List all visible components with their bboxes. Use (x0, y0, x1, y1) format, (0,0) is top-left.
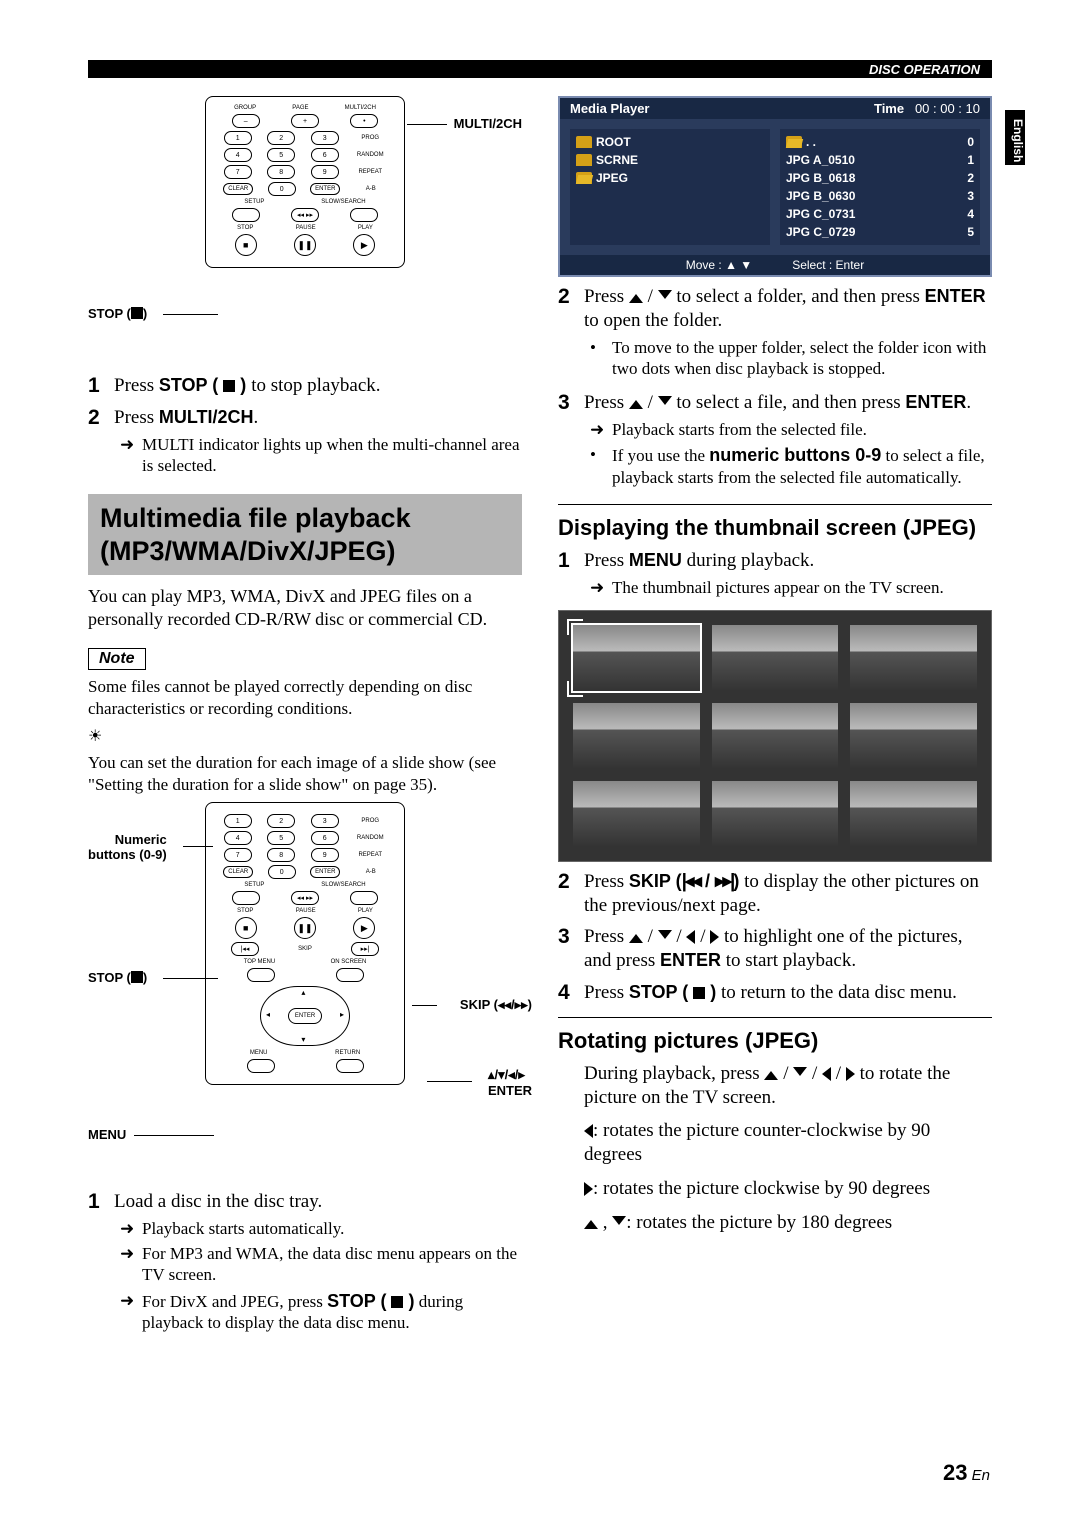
callout-numeric: Numericbuttons (0-9) (88, 832, 167, 862)
thumbnail (850, 625, 977, 691)
note-text: Some files cannot be played correctly de… (88, 676, 522, 720)
callout-stop: STOP () (88, 306, 147, 321)
thumbnail-grid (558, 610, 992, 862)
callout-skip: SKIP (◂◂/▸▸) (460, 997, 532, 1013)
callout-arrows-enter: ▴/▾/◂/▸ENTER (488, 1067, 532, 1098)
callout-multi2ch: MULTI/2CH (454, 116, 522, 131)
folder-icon (576, 154, 592, 166)
page-number: 23 En (943, 1460, 990, 1486)
left-column: GROUPPAGEMULTI/2CH –+• 123PROG 456RANDOM… (88, 96, 522, 1396)
mp-footer: Move : ▲ ▼Select : Enter (560, 255, 990, 275)
thumbnail (712, 625, 839, 691)
step-t4-stop: 4 Press STOP ( ) to return to the data d… (558, 981, 992, 1005)
remote-outline-b: 123PROG 456RANDOM 789REPEAT CLEAR0ENTERA… (205, 802, 405, 1085)
header-tag: DISC OPERATION (869, 62, 980, 77)
header-bar: DISC OPERATION (88, 60, 992, 78)
thumbnail (850, 703, 977, 769)
media-player-screen: Media Player Time 00 : 00 : 10 ROOT SCRN… (558, 96, 992, 277)
section-title-multimedia: Multimedia file playback (MP3/WMA/DivX/J… (88, 494, 522, 575)
thumbnail (712, 781, 839, 847)
manual-page: DISC OPERATION English GROUPPAGEMULTI/2C… (0, 0, 1080, 1526)
remote-diagram-a: GROUPPAGEMULTI/2CH –+• 123PROG 456RANDOM… (88, 96, 522, 366)
step-t3-highlight: 3 Press / / / to highlight one of the pi… (558, 925, 992, 973)
note-label: Note (88, 648, 146, 670)
mp-header: Media Player Time 00 : 00 : 10 (560, 98, 990, 119)
step-1-stop: 1 Press STOP ( ) to stop playback. (88, 374, 522, 398)
tip-icon: ☀ (88, 726, 522, 746)
thumbnail (712, 703, 839, 769)
mp-right-pane: . .0 JPG A_05101 JPG B_06182 JPG B_06303… (780, 129, 980, 245)
thumbnail (850, 781, 977, 847)
step-r3-select-file: 3 Press / to select a file, and then pre… (558, 391, 992, 492)
folder-icon (576, 136, 592, 148)
rotate-180: , : rotates the picture by 180 degrees (584, 1211, 992, 1235)
step-r2-select-folder: 2 Press / to select a folder, and then p… (558, 285, 992, 383)
step-t2-skip: 2 Press SKIP (|◂◂ / ▸▸|) to display the … (558, 870, 992, 918)
thumbnail-selected (573, 625, 700, 691)
step-t1-menu: 1 Press MENU during playback. ➜The thumb… (558, 549, 992, 602)
language-tab: English (1005, 110, 1025, 165)
intro-text: You can play MP3, WMA, DivX and JPEG fil… (88, 585, 522, 632)
heading-rotate: Rotating pictures (JPEG) (558, 1017, 992, 1054)
rotate-right: : rotates the picture clockwise by 90 de… (584, 1177, 992, 1201)
rotate-left: : rotates the picture counter-clockwise … (584, 1119, 992, 1167)
two-column-layout: GROUPPAGEMULTI/2CH –+• 123PROG 456RANDOM… (88, 96, 992, 1396)
rotate-intro: During playback, press / / / to rotate t… (584, 1062, 992, 1110)
callout-stop-b: STOP () (88, 970, 147, 985)
callout-menu: MENU (88, 1127, 126, 1142)
thumbnail (573, 703, 700, 769)
remote-outline: GROUPPAGEMULTI/2CH –+• 123PROG 456RANDOM… (205, 96, 405, 268)
mp-left-pane: ROOT SCRNE JPEG (570, 129, 770, 245)
remote-diagram-b: 123PROG 456RANDOM 789REPEAT CLEAR0ENTERA… (88, 802, 522, 1182)
folder-icon (786, 136, 802, 148)
step-b1-load-disc: 1 Load a disc in the disc tray. ➜Playbac… (88, 1190, 522, 1337)
tip-text: You can set the duration for each image … (88, 752, 522, 796)
heading-thumbnail: Displaying the thumbnail screen (JPEG) (558, 504, 992, 541)
thumbnail (573, 781, 700, 847)
step-2-multi2ch: 2 Press MULTI/2CH. ➜MULTI indicator ligh… (88, 406, 522, 480)
right-column: Media Player Time 00 : 00 : 10 ROOT SCRN… (558, 96, 992, 1396)
folder-open-icon (576, 172, 592, 184)
